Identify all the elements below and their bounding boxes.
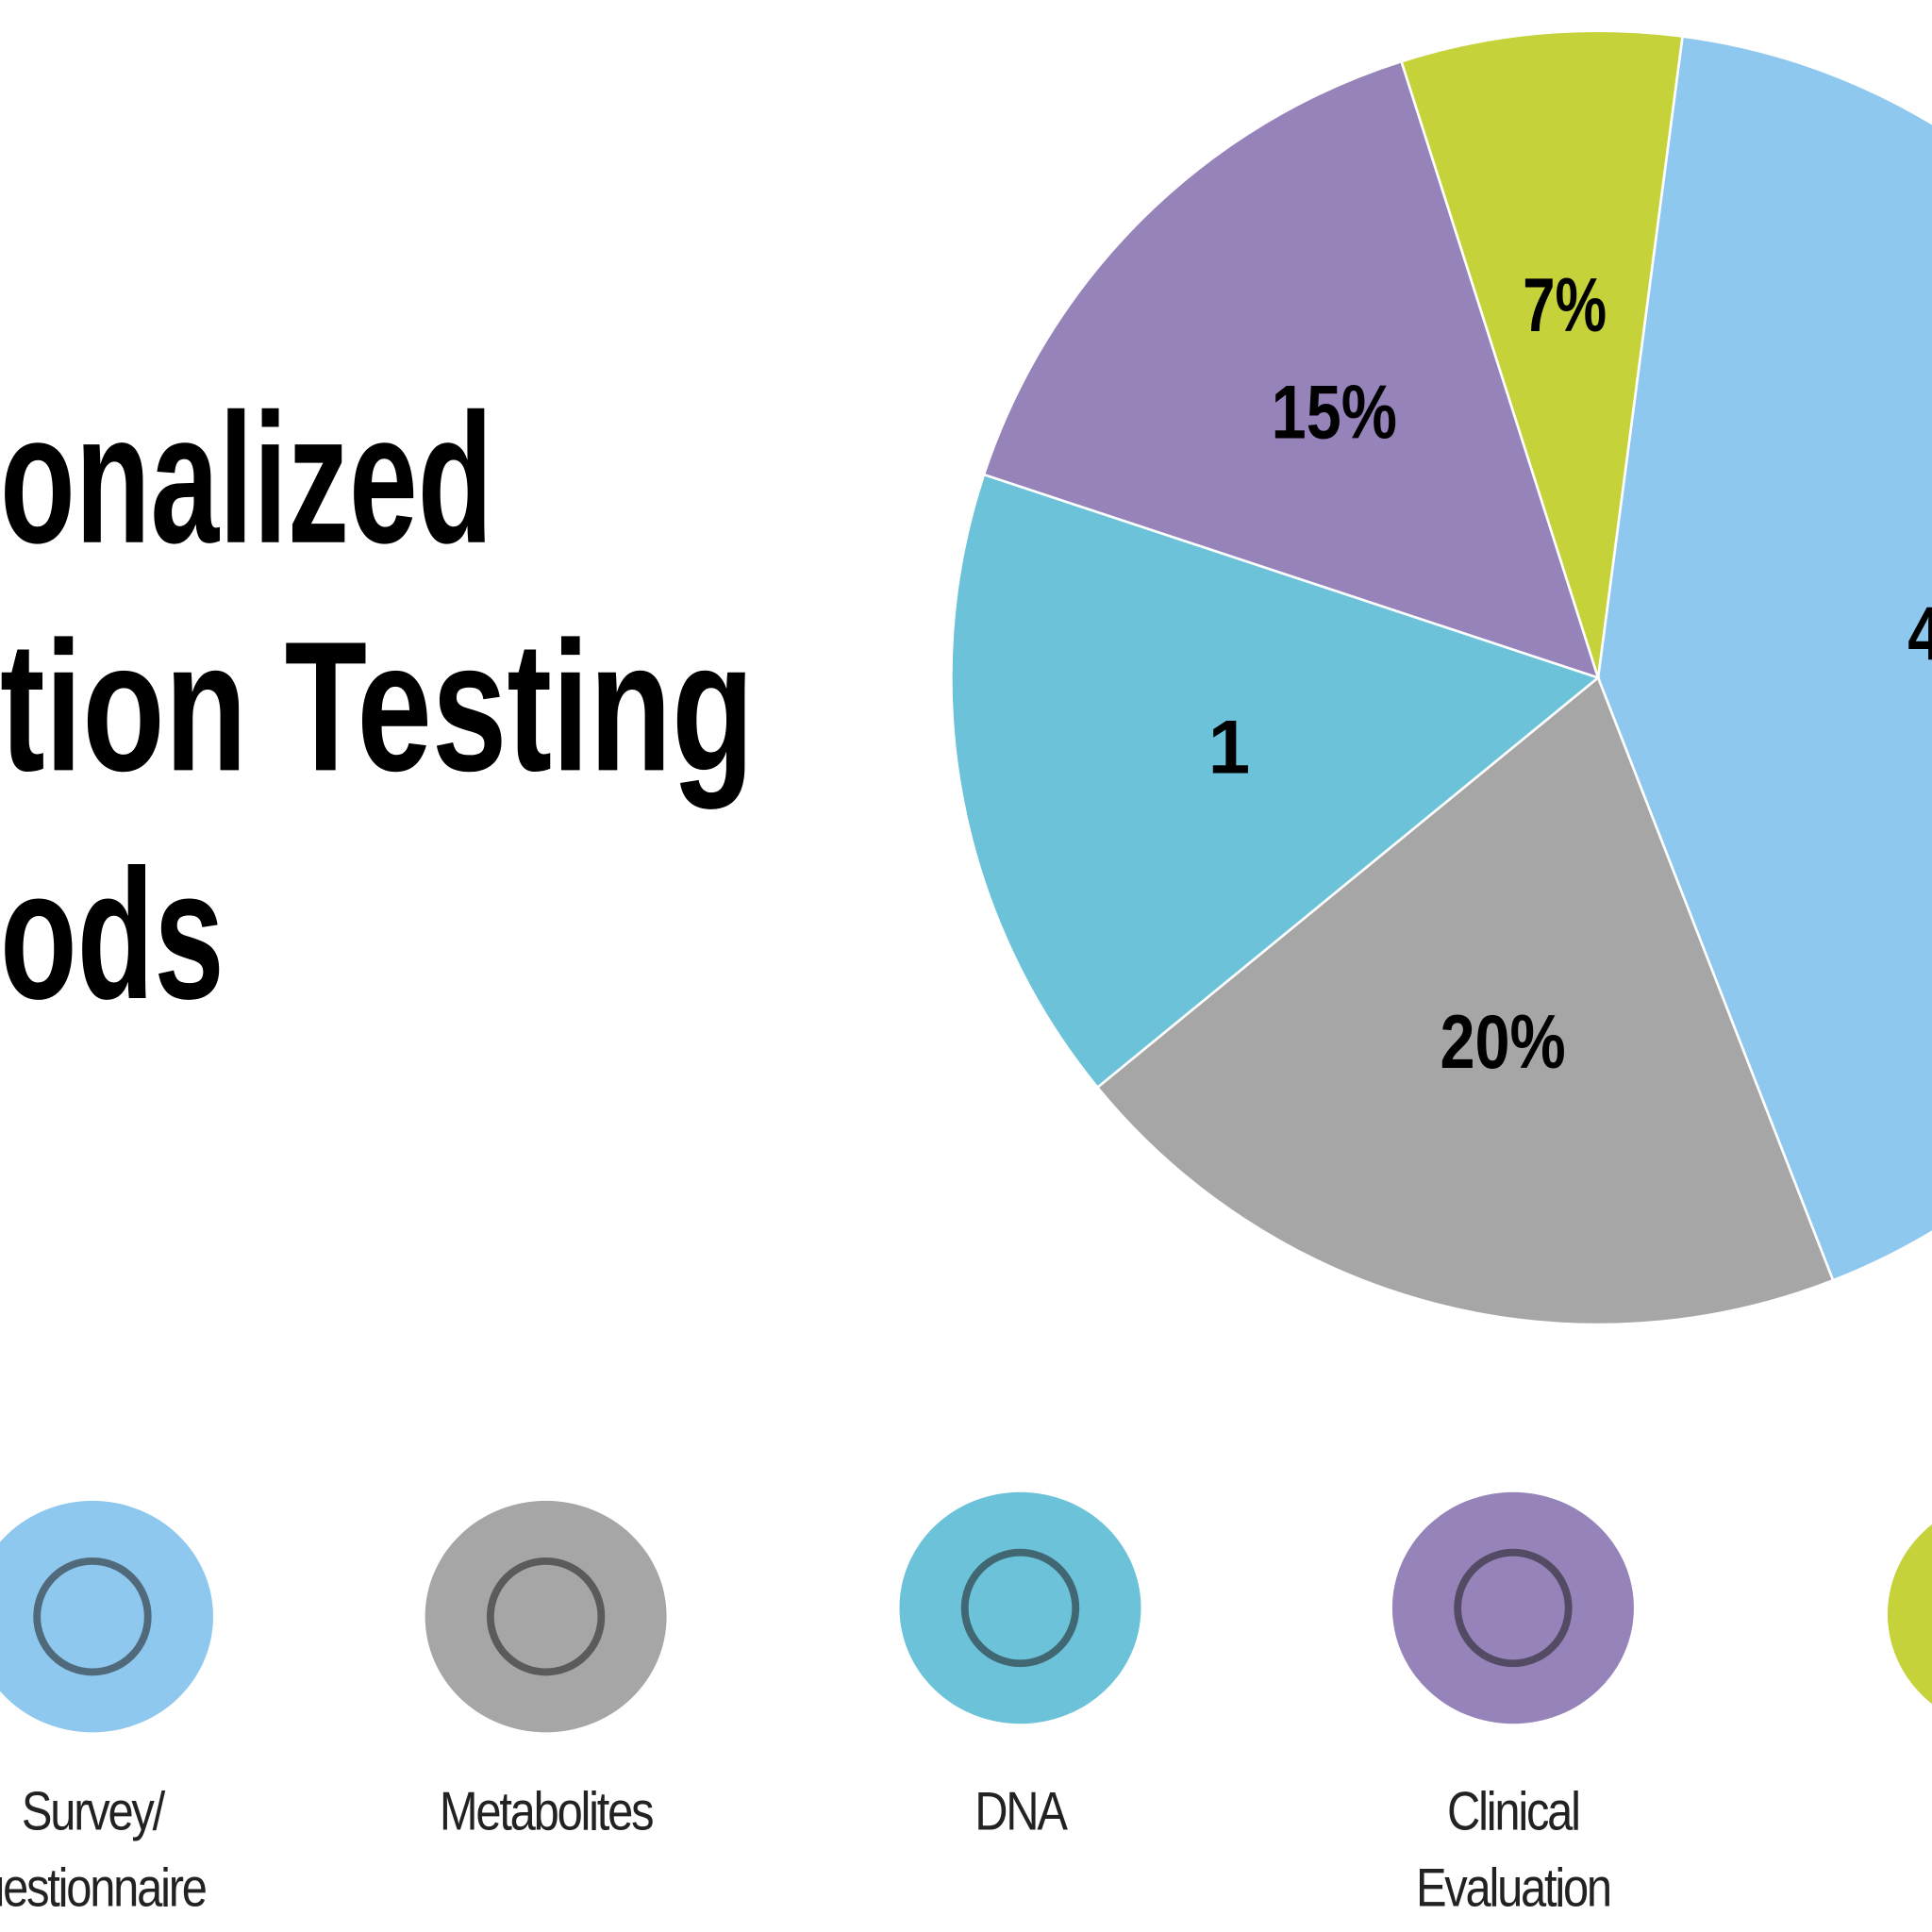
pie-slice — [1095, 675, 1835, 1326]
legend-icon — [1391, 1491, 1634, 1724]
legend-label: Clinical Evaluation — [1415, 1781, 1612, 1919]
pie-slice — [950, 473, 1601, 1090]
legend-label: Metabolites — [439, 1781, 655, 1842]
icon-glyph — [960, 1548, 1080, 1668]
slice-label: 15% — [1272, 370, 1397, 455]
title-line: ods — [0, 831, 225, 1038]
legend-label: Mi — [1851, 1774, 1932, 1851]
icon-glyph — [486, 1557, 606, 1676]
legend-label: DNA — [974, 1781, 1068, 1842]
slice-label: 42% — [1907, 591, 1932, 676]
pie-slice — [982, 59, 1601, 680]
title-line: onalized — [0, 375, 492, 582]
legend-icon — [1888, 1524, 1932, 1705]
pie-slice — [1399, 29, 1685, 678]
legend-item: Survey/ uestionnaire — [0, 1781, 208, 1919]
slice-label: 7% — [1523, 263, 1607, 348]
icon-glyph — [1454, 1548, 1573, 1668]
legend-item: Clinical Evaluation — [1415, 1781, 1612, 1919]
legend-icon — [899, 1491, 1141, 1724]
pie-slice — [1596, 35, 1932, 1282]
legend-icon — [425, 1500, 667, 1733]
legend-label: Survey/ uestionnaire — [0, 1781, 208, 1919]
slice-label: 1 — [1208, 706, 1250, 791]
title-line: tion Testing — [0, 603, 754, 809]
icon-glyph — [33, 1557, 152, 1676]
legend-item: DNA — [974, 1781, 1068, 1842]
legend-item: Metabolites — [439, 1781, 655, 1842]
legend-icon — [0, 1500, 213, 1733]
slice-label: 20% — [1441, 1000, 1566, 1085]
legend-item: Mi — [1824, 1774, 1932, 1932]
